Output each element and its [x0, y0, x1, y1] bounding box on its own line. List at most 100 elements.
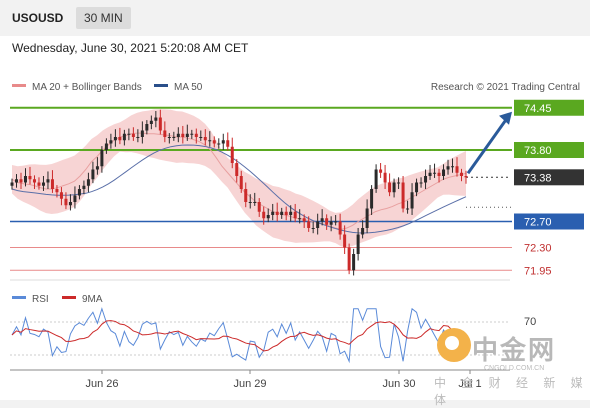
forecast-arrow-shaft	[466, 118, 508, 175]
candle-body	[374, 169, 378, 189]
candle-body	[437, 172, 441, 176]
ma50-legend-label: MA 50	[174, 82, 203, 93]
candle-body	[235, 163, 239, 176]
candle-body	[154, 117, 158, 121]
candle-body	[356, 234, 360, 254]
candle-body	[419, 182, 423, 184]
forecast-arrow	[466, 111, 512, 175]
x-tick-label: Jul 1	[458, 378, 481, 390]
candle-body	[451, 166, 455, 168]
timeframe-button[interactable]: 30 MIN	[76, 7, 131, 29]
level-label-72.30: 72.30	[524, 243, 552, 255]
candle-body	[446, 166, 450, 170]
candle-body	[190, 133, 194, 135]
candle-body	[410, 192, 414, 209]
candle-body	[230, 146, 234, 163]
x-tick-label: Jun 30	[382, 378, 415, 390]
rsi-legend-label: RSI	[32, 294, 49, 305]
candle-body	[298, 218, 302, 220]
level-lines	[10, 106, 512, 271]
candle-body	[311, 228, 315, 229]
candle-body	[14, 179, 18, 183]
candle-body	[64, 198, 68, 206]
candle-body	[329, 221, 333, 225]
rsi-legend-swatch	[12, 296, 26, 299]
candle-body	[95, 166, 99, 170]
rsi-lines	[11, 307, 467, 364]
candle-body	[73, 195, 77, 202]
candle-body	[464, 176, 468, 178]
candle-body	[82, 185, 86, 189]
candle-body	[212, 140, 216, 144]
forecast-arrow-head	[499, 111, 512, 125]
candle-body	[131, 133, 135, 137]
level-label-74.45: 74.45	[524, 103, 552, 115]
candle-body	[91, 169, 95, 180]
candle-body	[59, 192, 63, 199]
bollinger-band-area	[12, 109, 466, 247]
candle-body	[347, 247, 351, 271]
candle-body	[271, 211, 275, 215]
rsi-line	[11, 307, 467, 364]
candle-body	[338, 221, 342, 235]
candle-body	[50, 179, 54, 189]
level-labels: 74.45 73.80 73.38 72.70 72.30 71.95	[514, 99, 584, 277]
ma20-legend-label: MA 20 + Bollinger Bands	[32, 82, 142, 93]
rsi-70-label: 70	[524, 316, 536, 328]
candle-body	[221, 140, 225, 144]
candle-body	[122, 133, 126, 141]
research-credit: Research © 2021 Trading Central	[431, 82, 580, 93]
candle-body	[289, 211, 293, 215]
candle-body	[163, 130, 167, 137]
level-tag-74.45	[514, 99, 584, 116]
candle-body	[181, 133, 185, 137]
candle-body	[433, 172, 437, 174]
candle-body	[118, 137, 122, 141]
candle-body	[383, 172, 387, 183]
candle-body	[37, 182, 41, 186]
candle-body	[55, 189, 59, 193]
candle-body	[266, 215, 270, 219]
top-toolbar: USOUSD 30 MIN	[0, 0, 590, 36]
candle-body	[365, 208, 369, 228]
candle-body	[199, 137, 203, 138]
level-label-73.38: 73.38	[524, 172, 552, 184]
level-label-71.95: 71.95	[524, 265, 552, 277]
level-tag-73.38	[514, 169, 584, 186]
candle-body	[401, 182, 405, 209]
watermark-tagline: 中 金 财 经 新 媒 体	[434, 376, 589, 407]
ma9-legend-label: 9MA	[82, 294, 103, 305]
candle-body	[325, 218, 329, 225]
candle-body	[307, 221, 311, 228]
candle-body	[19, 179, 23, 183]
candle-body	[253, 202, 257, 203]
candle-body	[388, 182, 392, 193]
watermark-brand: 中金网	[472, 335, 557, 365]
x-tick-label: Jun 26	[85, 378, 118, 390]
candle-body	[41, 182, 45, 186]
candle-body	[28, 176, 32, 180]
ma9-legend-swatch	[62, 296, 76, 299]
moving-averages	[11, 132, 467, 234]
watermark-site: CNGOLD.COM.CN	[484, 365, 545, 372]
candle-body	[424, 176, 428, 183]
candlesticks	[10, 109, 468, 276]
x-axis-ticks: Jun 26 Jun 29 Jun 30 Jul 1	[85, 370, 482, 390]
candle-body	[145, 124, 149, 131]
candle-body	[262, 211, 266, 219]
candle-body	[361, 228, 365, 235]
candle-body	[158, 117, 162, 131]
candle-body	[32, 179, 36, 183]
candle-body	[136, 137, 140, 138]
candle-body	[149, 120, 153, 124]
x-tick-label: Jun 29	[233, 378, 266, 390]
candle-body	[248, 202, 252, 203]
candle-body	[455, 166, 459, 173]
candle-body	[194, 133, 198, 137]
candle-body	[100, 150, 104, 167]
candle-body	[460, 172, 464, 176]
candle-body	[172, 137, 176, 138]
candle-body	[442, 169, 446, 176]
candle-body	[109, 140, 113, 144]
